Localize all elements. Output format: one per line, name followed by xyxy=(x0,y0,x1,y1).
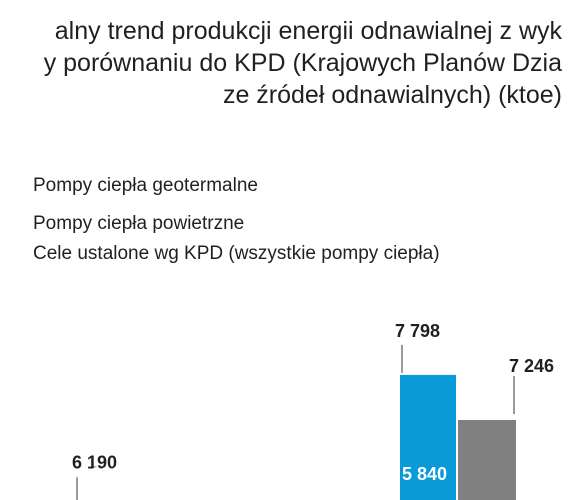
chart-title-line: alny trend produkcji energii odnawialnej… xyxy=(54,17,562,45)
segment-value-label: 5 840 xyxy=(402,464,447,484)
total-value-label: 7 246 xyxy=(509,356,554,376)
segment-value-label: …170 xyxy=(0,464,43,484)
chart-title: alny trend produkcji energii odnawialnej… xyxy=(0,0,570,130)
chart-legend: Pompy ciepła geotermalne Pompy ciepła po… xyxy=(0,170,570,270)
chart-title-line: y porównaniu do KPD (Krajowych Planów Dz… xyxy=(43,49,562,77)
total-value-label: 7 798 xyxy=(395,321,440,341)
chart-title-line: ze źródeł odnawialnych) (ktoe) xyxy=(222,81,562,109)
total-value-label: 6 190 xyxy=(72,452,117,472)
segment-value-label: 4 636 xyxy=(76,464,121,484)
bar-target xyxy=(458,420,516,500)
bar-geothermal xyxy=(400,374,456,500)
legend-item-air: Pompy ciepła powietrzne xyxy=(33,213,245,234)
legend-item-geothermal: Pompy ciepła geotermalne xyxy=(33,175,258,196)
legend-item-target: Cele ustalone wg KPD (wszystkie pompy ci… xyxy=(33,243,440,264)
